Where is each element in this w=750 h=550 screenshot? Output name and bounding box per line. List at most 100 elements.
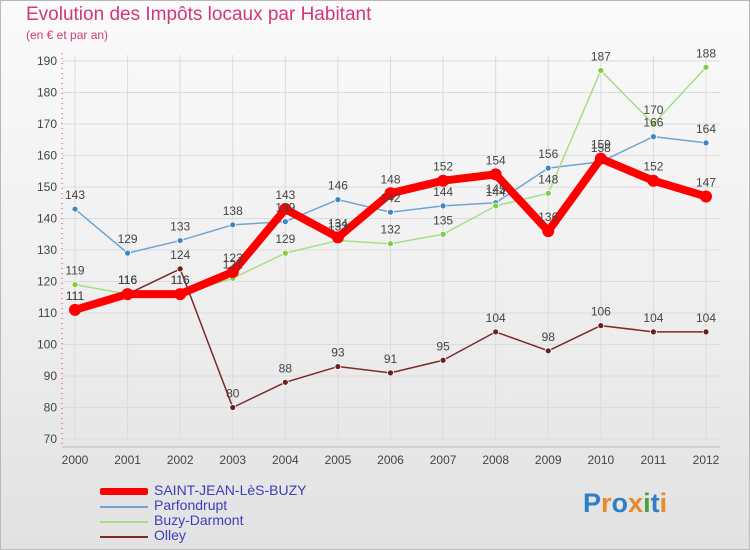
- x-tick-label: 2012: [693, 453, 720, 467]
- data-label: 88: [279, 361, 293, 375]
- data-label: 156: [538, 147, 558, 161]
- data-label: 124: [170, 248, 190, 262]
- y-tick-label: 80: [44, 401, 58, 415]
- data-label: 93: [331, 346, 345, 360]
- axis-layer: 70 80 90 100 110 120 130 140 150 160 170 180 190 2000…: [37, 53, 720, 467]
- legend-swatch: [100, 521, 148, 523]
- data-label: 116: [171, 273, 190, 287]
- data-point: [281, 249, 289, 257]
- data-label: 159: [591, 138, 611, 152]
- data-point: [176, 237, 184, 244]
- data-point: [229, 404, 237, 411]
- data-point: [439, 230, 447, 238]
- data-point: [650, 120, 657, 128]
- data-label: 116: [118, 273, 137, 287]
- data-label: 116: [118, 273, 137, 287]
- data-label: 148: [380, 172, 400, 186]
- data-point: [492, 328, 500, 336]
- data-point: [281, 378, 289, 386]
- data-label: 133: [328, 220, 348, 234]
- series-layer: [69, 63, 712, 411]
- legend-item-parfondrupt: Parfondrupt: [100, 497, 340, 514]
- data-label: 123: [223, 251, 243, 265]
- data-label: 95: [436, 339, 450, 353]
- data-point: [71, 205, 79, 213]
- logo-letter: i: [643, 488, 651, 518]
- data-point: [334, 363, 342, 370]
- logo-letter: i: [659, 488, 668, 518]
- logo-letter: x: [628, 488, 644, 518]
- legend-item-olley: Olley: [100, 527, 340, 544]
- data-label: 147: [696, 175, 716, 189]
- x-tick-label: 2009: [535, 453, 562, 467]
- data-point: [69, 303, 81, 316]
- data-label: 142: [380, 191, 400, 205]
- y-tick-label: 140: [37, 212, 57, 226]
- data-label: 154: [486, 153, 506, 167]
- data-point: [387, 208, 394, 216]
- x-tick-label: 2010: [587, 453, 614, 467]
- data-point: [121, 288, 134, 301]
- x-tick-label: 2007: [430, 453, 457, 467]
- data-label: 119: [65, 264, 84, 278]
- data-point: [492, 202, 500, 210]
- x-tick-label: 2004: [272, 453, 299, 467]
- chart-title: Evolution des Impôts locaux par Habitant: [26, 4, 372, 25]
- data-label: 144: [433, 185, 453, 199]
- data-point: [544, 189, 552, 197]
- x-tick-label: 2011: [641, 453, 667, 467]
- logo-letter: P: [583, 488, 602, 518]
- data-label: 111: [66, 289, 85, 303]
- x-tick-label: 2006: [377, 453, 404, 467]
- data-label: 106: [591, 305, 611, 319]
- data-label: 129: [118, 232, 138, 246]
- data-point: [647, 174, 660, 187]
- data-point: [334, 196, 342, 204]
- data-label: 148: [538, 172, 558, 186]
- data-label: 170: [643, 103, 663, 117]
- data-point: [700, 190, 712, 203]
- data-label: 135: [433, 213, 453, 227]
- data-label: 129: [275, 232, 295, 246]
- data-point: [331, 231, 344, 244]
- data-label: 152: [433, 160, 453, 174]
- data-point: [597, 67, 605, 74]
- y-tick-label: 150: [37, 180, 57, 194]
- data-point: [702, 328, 710, 336]
- x-tick-label: 2008: [482, 453, 509, 467]
- x-tick-label: 2003: [219, 453, 246, 467]
- x-tick-label: 2000: [62, 453, 89, 467]
- data-label: 139: [275, 201, 295, 215]
- data-point: [650, 133, 657, 141]
- data-label: 143: [275, 188, 295, 202]
- data-point: [597, 322, 605, 330]
- legend-label: Olley: [154, 527, 186, 543]
- data-label: 143: [65, 188, 85, 202]
- data-label: 104: [486, 311, 506, 325]
- logo-letter: t: [650, 488, 660, 518]
- data-label: 104: [696, 311, 716, 325]
- data-label: 152: [643, 160, 663, 174]
- data-label: 132: [380, 223, 400, 237]
- data-label: 121: [223, 257, 243, 271]
- data-point: [387, 240, 394, 248]
- data-point: [702, 63, 710, 71]
- legend-label: SAINT-JEAN-LèS-BUZY: [154, 482, 307, 498]
- data-point: [229, 221, 237, 229]
- data-point: [124, 249, 131, 257]
- x-tick-label: 2001: [114, 453, 141, 467]
- data-point: [544, 347, 552, 355]
- data-point: [594, 152, 607, 165]
- data-point: [226, 266, 239, 279]
- data-label: 138: [223, 204, 243, 218]
- legend-swatch: [100, 488, 148, 495]
- chart-subtitle: (en € et par an): [26, 28, 109, 42]
- data-point: [437, 174, 450, 187]
- data-label: 134: [328, 216, 348, 230]
- data-label: 166: [643, 116, 663, 130]
- y-tick-label: 190: [37, 54, 57, 68]
- data-point: [439, 356, 447, 364]
- data-point: [544, 164, 552, 172]
